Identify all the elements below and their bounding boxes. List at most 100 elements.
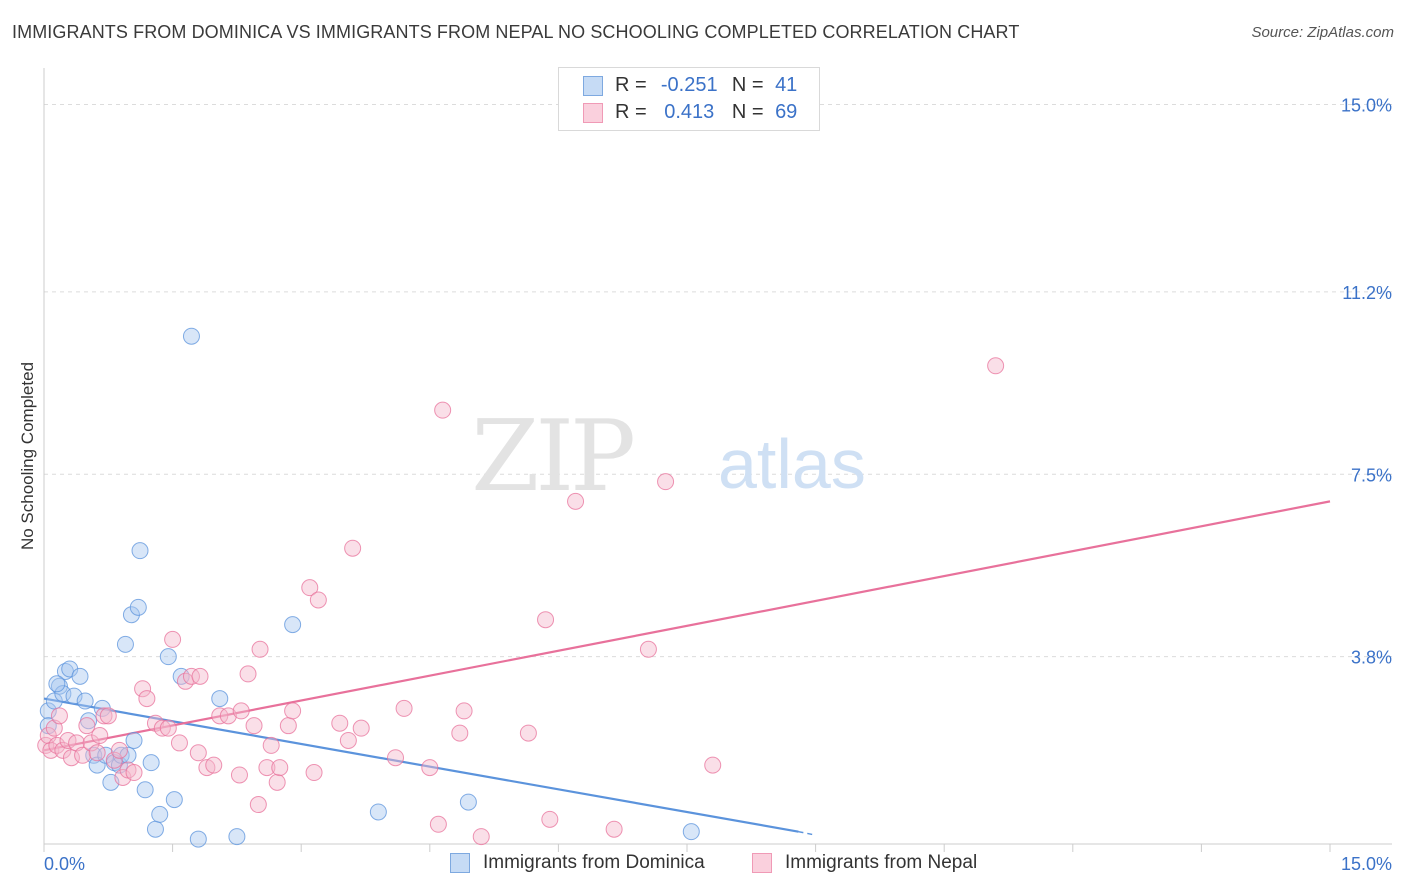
stats-legend: R = -0.251 N = 41 R = 0.413 N = 69 [558,67,820,131]
point-nepal [387,749,405,767]
point-dominica [76,692,94,710]
nepal-swatch [583,103,603,123]
point-nepal [567,492,585,510]
point-nepal [91,727,109,745]
dominica-swatch [583,76,603,96]
point-nepal [138,690,156,708]
data-points [37,327,1005,848]
point-nepal [472,828,490,846]
point-nepal [205,756,223,774]
trendline-dominica-extension [798,830,816,836]
point-nepal [987,357,1005,375]
point-nepal [301,579,319,597]
point-nepal [62,749,80,767]
point-nepal [537,611,555,629]
point-nepal [279,717,297,735]
series-nepal [37,357,1005,846]
series-dominica [39,327,700,848]
point-dominica [369,803,387,821]
point-nepal [249,796,267,814]
watermark: ZIP atlas [471,400,866,514]
point-nepal [657,473,675,491]
y-tick-label: 3.8% [1351,648,1392,668]
point-nepal [153,719,171,737]
point-nepal [639,640,657,658]
watermark-atlas: atlas [718,425,866,503]
point-nepal [519,724,537,742]
point-dominica [71,667,89,685]
n-label: N = [731,101,764,123]
point-nepal [421,759,439,777]
point-dominica [211,690,229,708]
legend-label-dominica: Immigrants from Dominica [483,852,705,873]
point-nepal [245,717,263,735]
point-nepal [331,714,349,732]
n-value: 69 [775,101,798,123]
r-label: R = [615,101,647,123]
r-value: -0.251 [660,74,718,96]
point-nepal [88,744,106,762]
r-value: 0.413 [664,101,715,123]
point-nepal [429,815,447,833]
trendline-nepal [43,500,1331,752]
n-label: N = [731,74,764,96]
point-nepal [232,702,250,720]
point-nepal [95,707,113,725]
point-nepal [271,759,289,777]
y-tick-label: 7.5% [1351,465,1392,485]
point-dominica [125,731,143,749]
point-nepal [268,773,286,791]
point-dominica [39,702,57,720]
point-nepal [309,591,327,609]
point-nepal [125,764,143,782]
point-dominica [228,828,246,846]
point-nepal [110,741,128,759]
chart-title: IMMIGRANTS FROM DOMINICA VS IMMIGRANTS F… [12,22,1020,42]
point-nepal [182,667,200,685]
point-nepal [239,665,257,683]
point-nepal [134,680,152,698]
source-credit: Source: ZipAtlas.com [1251,24,1394,41]
point-dominica [131,542,149,560]
point-dominica [182,327,200,345]
point-nepal [159,719,177,737]
point-nepal [344,539,362,557]
point-nepal [541,810,559,828]
point-dominica [65,687,83,705]
trend-lines [43,500,1331,836]
point-dominica [284,616,302,634]
y-tick-label: 11.2% [1342,283,1392,303]
point-dominica [459,793,477,811]
point-dominica [165,791,183,809]
point-dominica [116,635,134,653]
point-nepal [704,756,722,774]
point-nepal [284,702,302,720]
point-nepal [105,751,123,769]
point-nepal [258,759,276,777]
point-nepal [54,741,72,759]
point-nepal [251,640,269,658]
point-nepal [82,734,100,752]
dominica-legend-swatch [450,853,470,873]
point-nepal [68,734,86,752]
nepal-legend-swatch [752,853,772,873]
point-dominica [54,685,72,703]
point-nepal [339,731,357,749]
axes [43,68,1392,852]
point-dominica [159,648,177,666]
legend-label-nepal: Immigrants from Nepal [785,852,978,873]
point-dominica [189,830,207,848]
point-nepal [78,717,96,735]
point-nepal [230,766,248,784]
point-nepal [219,707,237,725]
point-nepal [305,764,323,782]
n-value: 41 [775,74,798,96]
point-nepal [434,401,452,419]
point-dominica [122,606,140,624]
point-dominica [48,675,66,693]
point-nepal [170,734,188,752]
x-tick-label: 0.0% [44,854,85,874]
point-nepal [189,744,207,762]
point-dominica [88,756,106,774]
